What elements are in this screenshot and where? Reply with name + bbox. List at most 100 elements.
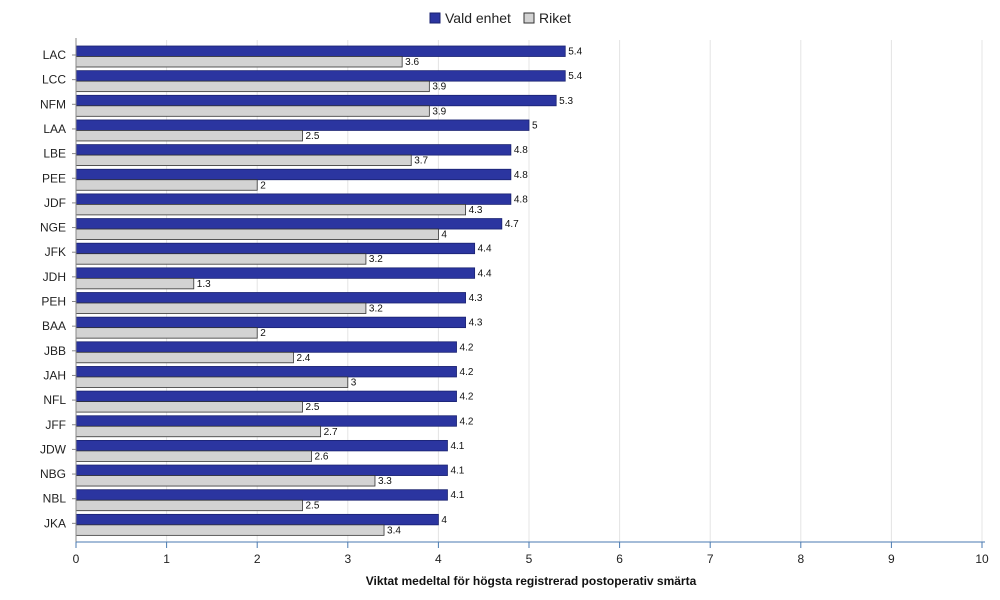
category-labels: LAC LCC NFM LAA LBE PEE JDF NGE JFK JDH PEH BAA JBB J… (40, 48, 76, 530)
data-label: 2.6 (315, 451, 329, 462)
bar-riket (75, 277, 195, 290)
x-tick-label: 8 (797, 552, 804, 566)
legend-swatch-riket (523, 12, 535, 24)
bar-vald-enhet (75, 316, 466, 329)
data-label: 4.8 (514, 170, 528, 181)
bar-riket (75, 450, 312, 462)
data-label: 5.4 (568, 47, 582, 58)
data-label: 5.4 (568, 71, 582, 82)
data-label: 2.5 (306, 501, 320, 512)
data-label: 3.2 (369, 304, 383, 315)
category-label: NGE (40, 221, 66, 235)
x-tick-label: 7 (707, 552, 714, 566)
data-label: 4.2 (460, 392, 474, 403)
category-label: NFL (43, 393, 66, 407)
bar-vald-enhet (75, 292, 466, 304)
category-label: JBB (44, 344, 66, 358)
bar-vald-enhet (75, 94, 557, 107)
category-label: JDW (40, 442, 67, 456)
legend: Vald enhet Riket (429, 10, 571, 26)
bar-vald-enhet (75, 70, 566, 82)
x-tick-label: 1 (163, 552, 170, 566)
data-label: 3.2 (369, 254, 383, 265)
category-label: LAA (43, 122, 66, 136)
bar-vald-enhet (75, 168, 512, 181)
data-label: 4 (441, 230, 447, 241)
data-label: 3.4 (387, 525, 401, 536)
category-label: LAC (43, 48, 67, 62)
data-label: 3.3 (378, 476, 392, 487)
data-label: 5.3 (559, 96, 573, 107)
legend-label-vald-enhet: Vald enhet (445, 10, 511, 26)
bar-vald-enhet (75, 415, 457, 427)
bar-vald-enhet (75, 341, 457, 353)
bar-riket (75, 80, 430, 93)
bar-vald-enhet (75, 144, 512, 156)
bar-vald-enhet (75, 366, 457, 378)
bar-riket (75, 425, 322, 438)
x-tick-label: 4 (435, 552, 442, 566)
data-label: 4.1 (450, 466, 464, 477)
bar-riket (75, 56, 403, 68)
data-label: 4.3 (469, 318, 483, 329)
bar-riket (75, 376, 349, 388)
data-label: 4.7 (505, 219, 519, 230)
data-label: 2.5 (306, 402, 320, 413)
x-tick-label: 10 (975, 552, 989, 566)
data-label: 3.9 (432, 82, 446, 93)
bar-vald-enhet (75, 267, 476, 279)
x-tick-label: 2 (254, 552, 261, 566)
bar-vald-enhet (75, 464, 448, 476)
bar-vald-enhet (75, 439, 448, 452)
data-label: 4.4 (478, 244, 492, 255)
bar-riket (75, 179, 258, 191)
category-label: JKA (44, 516, 66, 530)
bar-riket (75, 228, 439, 240)
bar-riket (75, 154, 412, 167)
category-label: PEH (41, 295, 66, 309)
x-tick-label: 3 (344, 552, 351, 566)
category-label: NBG (40, 467, 66, 481)
bar-riket (75, 130, 303, 142)
legend-label-riket: Riket (539, 10, 571, 26)
data-label: 5 (532, 120, 538, 131)
category-label: JDH (43, 270, 66, 284)
bar-vald-enhet (75, 45, 566, 57)
category-label: JFK (45, 245, 66, 259)
category-label: NFM (40, 97, 66, 111)
data-label: 2 (260, 180, 266, 191)
x-tick-label: 9 (888, 552, 895, 566)
bar-vald-enhet (75, 513, 439, 526)
data-label: 2.7 (324, 427, 338, 438)
x-tick-label: 5 (526, 552, 533, 566)
category-label: JFF (45, 418, 66, 432)
bar-riket (75, 499, 303, 512)
data-label: 4.1 (450, 441, 464, 452)
data-label: 4.8 (514, 145, 528, 156)
data-label: 1.3 (197, 279, 211, 290)
x-axis-title: Viktat medeltal för högsta registrerad p… (366, 574, 697, 588)
data-label: 4.4 (478, 268, 492, 279)
data-label: 4.2 (460, 342, 474, 353)
category-label: PEE (42, 171, 66, 185)
data-label: 3 (351, 377, 357, 388)
category-label: BAA (42, 319, 66, 333)
data-label: 2.4 (296, 353, 310, 364)
data-label: 4.2 (460, 367, 474, 378)
category-label: JDF (44, 196, 66, 210)
bar-riket (75, 302, 367, 314)
data-label: 4.1 (450, 490, 464, 501)
data-label: 2.5 (306, 131, 320, 142)
bar-riket (75, 401, 303, 413)
bar-riket (75, 475, 376, 487)
data-label: 3.9 (432, 106, 446, 117)
bar-vald-enhet (75, 489, 448, 501)
bar-riket (75, 351, 294, 364)
axes (75, 38, 985, 543)
data-label: 3.6 (405, 57, 419, 68)
bar-riket (75, 203, 466, 216)
bar-vald-enhet (75, 119, 530, 131)
legend-swatch-vald-enhet (429, 12, 441, 24)
bar-vald-enhet (75, 218, 503, 230)
